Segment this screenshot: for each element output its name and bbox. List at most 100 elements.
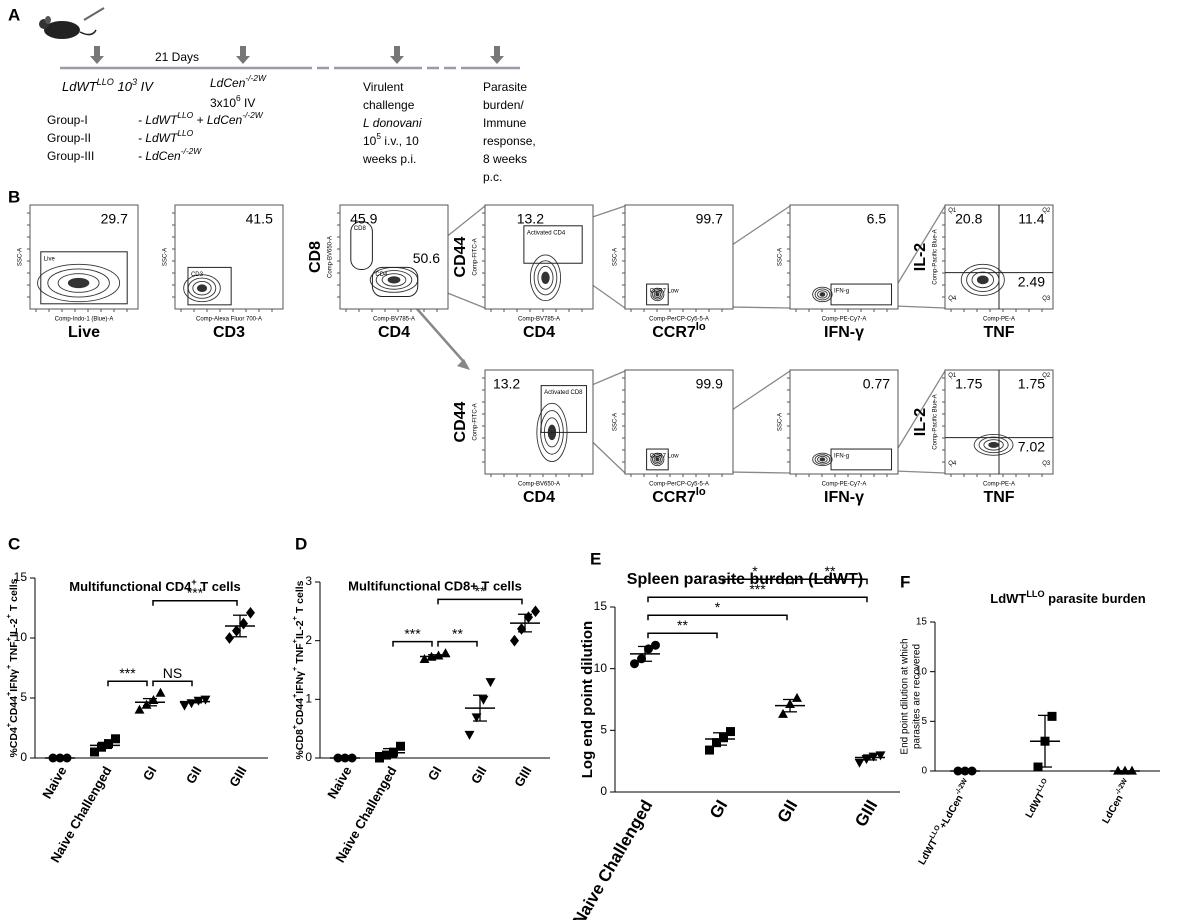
text-part: 5 bbox=[376, 131, 381, 141]
quadrant-label: Q1 bbox=[948, 373, 957, 379]
density-contour bbox=[971, 271, 995, 289]
x-tick-label: GII bbox=[183, 764, 205, 787]
flow-plot: Activated CD4 13.2 Comp-BV785-A Comp-FITC-A… bbox=[452, 204, 594, 341]
flow-plot: CD3 41.5 Comp-Alexa Fluor 700-A SSC-A CD3 bbox=[163, 204, 284, 341]
gate-frequency: 20.8 bbox=[955, 210, 982, 226]
significance-label: *** bbox=[404, 625, 421, 641]
data-point bbox=[531, 605, 540, 618]
text-part: IFNγ bbox=[8, 669, 20, 692]
axis-name: SSC-A bbox=[613, 413, 619, 431]
x-tick-label: GIII bbox=[226, 764, 249, 790]
data-point bbox=[141, 699, 152, 709]
gate bbox=[523, 225, 583, 264]
data-point bbox=[524, 611, 533, 624]
text-part: - LdWT bbox=[138, 113, 179, 127]
significance-label: ** bbox=[452, 625, 463, 641]
text-part: parasite burden bbox=[1045, 591, 1146, 606]
text-part: Immune bbox=[483, 116, 527, 130]
gate-frequency: 99.7 bbox=[696, 210, 723, 226]
marker-label: TNF bbox=[983, 324, 1014, 341]
significance-label: ** bbox=[677, 617, 688, 633]
data-point bbox=[705, 745, 714, 755]
group-name: Group-II bbox=[47, 131, 91, 145]
axis-name: SSC-A bbox=[18, 248, 24, 266]
gate-frequency: 0.77 bbox=[863, 375, 890, 391]
significance-bracket bbox=[152, 680, 193, 687]
text-part: lo bbox=[696, 486, 706, 498]
text-part: + bbox=[4, 723, 13, 727]
significance-bracket bbox=[437, 640, 478, 647]
data-point bbox=[630, 659, 639, 669]
significance-bracket bbox=[647, 614, 788, 621]
group-treatment: - LdWTLLO bbox=[138, 128, 194, 145]
text-part: response, bbox=[483, 134, 536, 148]
timeline-note: p.c. bbox=[483, 170, 502, 184]
error-bar bbox=[863, 754, 877, 761]
panel-letter: F bbox=[900, 572, 910, 591]
gate-frequency: 11.4 bbox=[1018, 210, 1044, 226]
data-point bbox=[875, 751, 886, 761]
y-tick-label: 15 bbox=[594, 599, 608, 613]
gate-label: CD8 bbox=[354, 226, 367, 232]
text-part: LLO bbox=[177, 128, 193, 138]
text-part: 3 bbox=[132, 77, 137, 87]
text-part: + bbox=[191, 577, 196, 587]
panel-letter: D bbox=[295, 534, 307, 553]
density-contour bbox=[381, 273, 407, 287]
timeline-note: weeks p.i. bbox=[362, 152, 416, 166]
text-part: + bbox=[290, 616, 299, 620]
density-contour bbox=[814, 288, 831, 301]
quadrant-label: Q4 bbox=[948, 296, 957, 302]
text-part: 8 weeks bbox=[483, 152, 527, 166]
text-part: burden/ bbox=[483, 98, 524, 112]
panel-letter: A bbox=[8, 5, 20, 24]
text-part: CD4 bbox=[378, 324, 410, 341]
marker-label: IFN-γ bbox=[824, 324, 864, 341]
significance-label: ** bbox=[475, 583, 486, 599]
y-axis-label: %CD4+CD44+IFNγ+ TNF+IL-2+ T cells bbox=[4, 578, 19, 757]
text-part: lo bbox=[696, 321, 706, 333]
plot-frame bbox=[789, 369, 899, 475]
flow-plot: CD8 CD4 45.9 50.6 Comp-BV785-A Comp-BV650-A CD… bbox=[307, 204, 449, 341]
timeline bbox=[60, 46, 520, 70]
gate bbox=[540, 385, 588, 433]
text-part: CD3 bbox=[213, 324, 245, 341]
text-part: CD4 bbox=[523, 324, 555, 341]
marker-label: CD44 bbox=[452, 401, 469, 442]
gate-frequency: 6.5 bbox=[867, 210, 887, 226]
text-part: Virulent bbox=[363, 80, 404, 94]
density-contour bbox=[819, 457, 826, 462]
marker-label: CCR7lo bbox=[652, 321, 706, 341]
text-part: TNF bbox=[8, 641, 20, 665]
density-contour bbox=[653, 290, 662, 299]
error-bar bbox=[188, 699, 202, 704]
y-tick-label: 10 bbox=[14, 630, 28, 644]
data-point bbox=[179, 701, 190, 711]
density-contour bbox=[652, 289, 663, 300]
data-point bbox=[792, 692, 802, 702]
plot-frame bbox=[624, 369, 734, 475]
gate-label: CCR7 Low bbox=[650, 289, 680, 295]
text-part: challenge bbox=[363, 98, 415, 112]
text-part: IFNγ bbox=[294, 671, 306, 694]
text-part: + bbox=[290, 694, 299, 698]
panel-letter: E bbox=[590, 549, 601, 568]
text-part: 6 bbox=[236, 93, 241, 103]
x-tick-label: Naive Challenged bbox=[569, 797, 656, 920]
density-contour bbox=[533, 260, 558, 296]
timeline-note: response, bbox=[483, 134, 536, 148]
flow-plot: IFN-g 6.5 Comp-PE-Cy7-A SSC-A IFN-γ bbox=[778, 204, 899, 341]
text-part: -/-2W bbox=[1115, 777, 1130, 796]
data-point bbox=[1113, 765, 1123, 775]
data-point bbox=[1127, 765, 1137, 775]
error-bar bbox=[518, 613, 532, 633]
data-point bbox=[510, 634, 519, 647]
gate bbox=[646, 448, 669, 471]
gate-frequency: 7.02 bbox=[1018, 439, 1045, 455]
density-contour bbox=[819, 292, 826, 297]
text-part: IV bbox=[241, 96, 256, 110]
chart-title: LdWTLLO parasite burden bbox=[990, 589, 1145, 606]
text-part: T cells bbox=[8, 578, 20, 614]
density-contour bbox=[192, 280, 212, 296]
flow-plot: Activated CD8 13.2 Comp-BV650-A Comp-FITC-A… bbox=[452, 369, 594, 506]
